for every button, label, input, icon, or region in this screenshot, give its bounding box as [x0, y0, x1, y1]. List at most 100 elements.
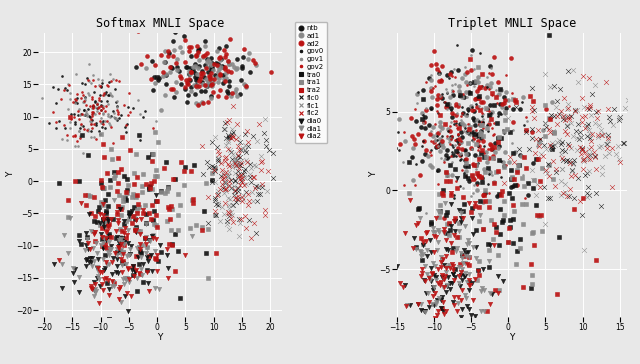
Point	[408, 177, 419, 183]
Point	[131, 192, 141, 198]
Point	[220, 179, 230, 185]
Point	[188, 64, 198, 70]
Point	[481, 154, 492, 160]
Point	[106, 78, 116, 84]
Point	[123, 228, 133, 233]
Point	[243, 198, 253, 204]
Point	[517, 99, 527, 105]
Point	[228, 64, 239, 70]
Point	[434, 68, 444, 74]
Point	[444, 139, 454, 145]
Point	[454, 280, 464, 286]
Point	[505, 154, 515, 159]
Point	[527, 177, 538, 183]
Point	[444, 75, 454, 81]
Point	[473, 160, 483, 166]
Point	[494, 91, 504, 97]
Point	[82, 127, 92, 133]
Point	[226, 185, 236, 190]
Point	[428, 225, 438, 231]
Point	[128, 272, 138, 277]
Point	[444, 262, 454, 268]
Point	[426, 270, 436, 276]
Point	[220, 200, 230, 206]
Point	[433, 280, 443, 286]
Point	[147, 202, 157, 208]
Point	[451, 122, 461, 128]
Point	[106, 234, 116, 240]
Point	[141, 254, 152, 260]
Point	[474, 143, 484, 149]
Point	[257, 158, 268, 164]
Point	[92, 101, 102, 107]
Point	[474, 273, 484, 278]
Point	[98, 103, 108, 109]
Point	[188, 67, 198, 73]
Point	[516, 154, 526, 159]
Point	[182, 99, 192, 105]
Point	[542, 170, 552, 176]
Point	[84, 118, 95, 124]
Point	[131, 267, 141, 273]
Point	[210, 213, 220, 218]
Point	[65, 90, 75, 96]
Point	[266, 69, 276, 75]
Point	[234, 188, 244, 194]
Point	[90, 83, 100, 88]
Point	[495, 192, 506, 198]
Point	[562, 123, 572, 128]
Point	[131, 275, 141, 281]
Point	[103, 277, 113, 283]
Point	[193, 49, 204, 55]
Point	[477, 83, 487, 88]
Point	[223, 183, 234, 189]
Point	[63, 214, 74, 220]
Point	[461, 151, 471, 157]
Point	[459, 201, 469, 207]
Point	[214, 45, 224, 51]
Point	[443, 248, 453, 253]
Point	[203, 69, 213, 75]
Point	[568, 161, 579, 167]
Point	[509, 208, 520, 214]
Point	[443, 274, 453, 280]
Point	[474, 93, 484, 99]
Point	[566, 145, 576, 151]
Point	[154, 75, 164, 81]
Point	[580, 114, 590, 119]
Point	[449, 218, 459, 224]
X-axis label: Y: Y	[509, 333, 515, 342]
Point	[615, 159, 625, 165]
Point	[491, 87, 501, 92]
Point	[474, 85, 484, 91]
Point	[76, 95, 86, 100]
Point	[431, 144, 441, 150]
Point	[529, 242, 540, 248]
Point	[220, 54, 230, 60]
Point	[477, 175, 488, 181]
Point	[547, 146, 557, 152]
Point	[556, 178, 566, 184]
Point	[168, 38, 179, 44]
Point	[451, 120, 461, 126]
Point	[445, 286, 455, 292]
Point	[172, 64, 182, 70]
Point	[108, 108, 118, 114]
Point	[439, 284, 449, 289]
Point	[163, 274, 173, 280]
Point	[579, 157, 589, 162]
Point	[98, 201, 108, 206]
Point	[620, 105, 630, 111]
Point	[429, 48, 439, 54]
Point	[104, 247, 115, 253]
Point	[197, 68, 207, 74]
Point	[233, 193, 243, 199]
Point	[567, 167, 577, 173]
Point	[185, 225, 195, 231]
Point	[210, 207, 220, 213]
Point	[527, 104, 537, 110]
Point	[88, 110, 98, 116]
Point	[98, 185, 108, 191]
Point	[167, 206, 177, 212]
Point	[93, 300, 104, 306]
